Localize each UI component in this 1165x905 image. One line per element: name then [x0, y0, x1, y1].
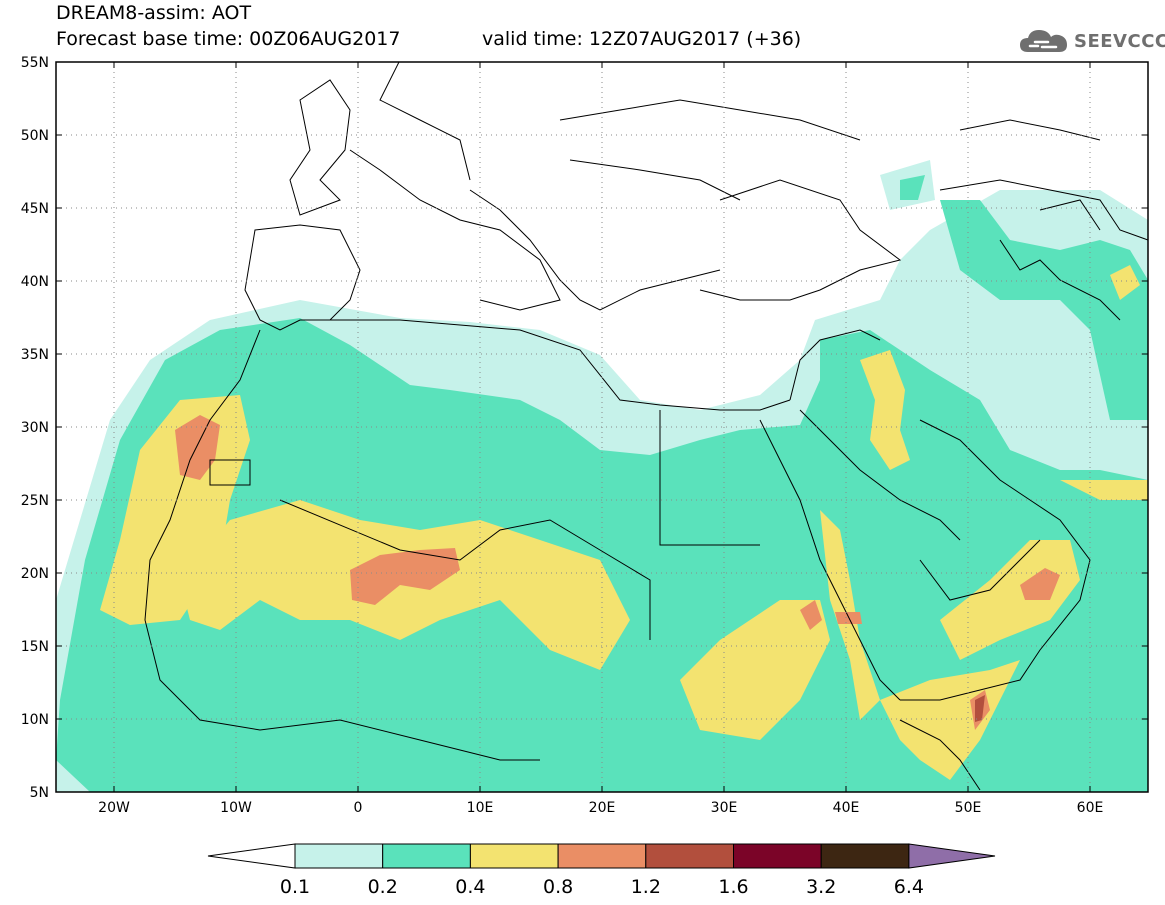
latitude-axis: 55N 50N 45N 40N 35N 30N 25N 20N 15N 10N 5N [21, 55, 1148, 801]
lat-label: 15N [21, 639, 49, 655]
colorbar-swatch [294, 843, 384, 869]
colorbar-swatch [820, 843, 910, 869]
colorbar-label: 1.6 [718, 876, 748, 898]
colorbar-swatch [382, 843, 471, 869]
lon-label: 0 [354, 800, 363, 816]
lon-label: 20W [98, 800, 130, 816]
colorbar-swatch [557, 843, 647, 869]
longitude-axis: 20W 10W 0 10E 20E 30E 40E 50E 60E [98, 62, 1103, 816]
lat-label: 50N [21, 128, 49, 144]
lat-label: 25N [21, 493, 49, 509]
lon-label: 50E [955, 800, 982, 816]
lon-label: 60E [1077, 800, 1104, 816]
colorbar-label: 0.2 [368, 876, 398, 898]
colorbar-over-triangle [908, 843, 996, 869]
valid-time: valid time: 12Z07AUG2017 (+36) [482, 28, 802, 50]
lon-label: 20E [589, 800, 616, 816]
colorbar-label: 0.4 [455, 876, 485, 898]
colorbar-swatch [733, 843, 822, 869]
lat-label: 35N [21, 347, 49, 363]
colorbar-label: 0.1 [280, 876, 310, 898]
logo-text: SEEVCCC [1074, 30, 1165, 52]
graticule [56, 62, 1148, 792]
lon-label: 40E [833, 800, 860, 816]
lat-label: 40N [21, 274, 49, 290]
colorbar-label: 6.4 [894, 876, 924, 898]
colorbar-label: 3.2 [806, 876, 836, 898]
cloud-icon [1020, 30, 1067, 52]
lat-label: 55N [21, 55, 49, 71]
coastlines [144, 62, 1148, 791]
colorbar-swatch [469, 843, 559, 869]
colorbar-label: 0.8 [543, 876, 573, 898]
aot-field [56, 160, 1148, 792]
lon-label: 10E [467, 800, 494, 816]
lat-label: 30N [21, 420, 49, 436]
lon-label: 10W [220, 800, 252, 816]
lon-label: 30E [711, 800, 738, 816]
colorbar-under-triangle [207, 843, 296, 869]
seevccc-logo: SEEVCCC [1018, 26, 1165, 56]
colorbar-swatch [645, 843, 734, 869]
lat-label: 10N [21, 712, 49, 728]
lat-label: 5N [30, 785, 49, 801]
map-title: DREAM8-assim: AOT [56, 2, 252, 24]
lat-label: 20N [21, 566, 49, 582]
lat-label: 45N [21, 201, 49, 217]
colorbar: 0.1 0.2 0.4 0.8 1.2 1.6 3.2 6.4 [207, 843, 996, 898]
forecast-base-time: Forecast base time: 00Z06AUG2017 [56, 28, 401, 50]
colorbar-label: 1.2 [631, 876, 661, 898]
